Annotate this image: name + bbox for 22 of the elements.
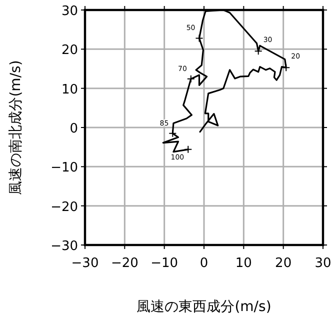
- y-tick-label: 0: [70, 122, 78, 136]
- point: [186, 74, 195, 83]
- y-tick-label: −30: [50, 239, 78, 254]
- y-tick-label: −20: [50, 200, 78, 215]
- y-tick-label: −10: [50, 160, 78, 176]
- y-axis-title: 風速の南北成分(m/s): [8, 60, 24, 195]
- x-tick-label: 30: [314, 256, 332, 271]
- point: [195, 34, 204, 42]
- point: [168, 129, 177, 138]
- x-axis-title: 風速の東西成分(m/s): [136, 299, 272, 315]
- point: [282, 64, 290, 72]
- x-tick-label: −20: [110, 256, 138, 271]
- y-tick-label: 20: [61, 43, 78, 58]
- x-tick-label: −30: [71, 256, 99, 271]
- x-tick-label: −10: [150, 256, 178, 271]
- x-tick-label: 10: [235, 256, 252, 271]
- point: [184, 145, 192, 154]
- x-tick-label: 20: [275, 256, 292, 271]
- point: [254, 47, 262, 56]
- x-tick-label: 0: [200, 256, 208, 271]
- y-tick-label: 30: [61, 4, 78, 19]
- y-tick-label: 10: [61, 82, 78, 98]
